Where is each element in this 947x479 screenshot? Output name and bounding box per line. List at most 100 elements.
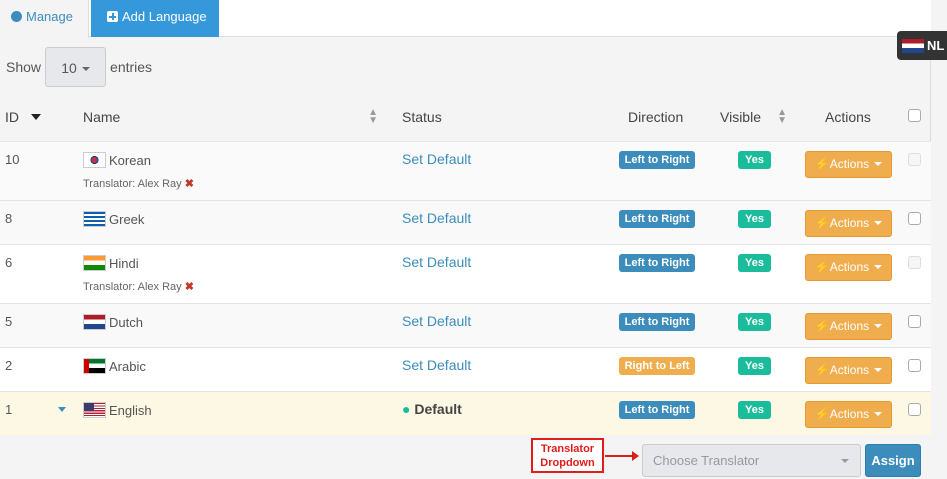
row-checkbox[interactable] <box>908 403 921 416</box>
chevron-down-icon <box>841 459 849 463</box>
remove-translator-icon[interactable]: ✖ <box>184 281 194 293</box>
sort-icon: ▲ ▼ <box>368 107 378 126</box>
direction-badge: Left to Right <box>619 210 695 228</box>
tab-manage-label: Manage <box>26 9 73 24</box>
th-actions: Actions <box>825 109 871 125</box>
row-checkbox[interactable] <box>908 359 921 372</box>
actions-label: Actions <box>829 157 870 171</box>
language-switcher[interactable]: NL <box>897 31 947 60</box>
chevron-down-icon <box>874 265 883 269</box>
translator-info: Translator: Alex Ray ✖ <box>83 177 194 190</box>
direction-badge: Left to Right <box>619 254 695 272</box>
bolt-icon: ⚡ <box>814 407 830 421</box>
row-id: 8 <box>5 211 13 226</box>
bolt-icon: ⚡ <box>814 363 830 377</box>
nl-flag-icon <box>902 39 924 53</box>
table-row: 8 Greek Set Default Left to Right Yes ⚡A… <box>0 200 931 244</box>
actions-button[interactable]: ⚡Actions <box>805 313 892 340</box>
actions-button[interactable]: ⚡Actions <box>805 151 892 178</box>
entries-select[interactable]: 10 <box>45 47 107 87</box>
th-direction: Direction <box>628 109 684 125</box>
us-flag-icon <box>83 402 106 418</box>
set-default-link[interactable]: Set Default <box>402 357 472 373</box>
default-status: ● Default <box>402 401 462 417</box>
expand-caret-icon[interactable] <box>58 407 66 412</box>
row-id: 2 <box>5 358 13 373</box>
chevron-down-icon <box>874 162 883 166</box>
row-checkbox[interactable] <box>908 212 921 225</box>
chevron-down-icon <box>874 221 883 225</box>
remove-translator-icon[interactable]: ✖ <box>184 178 194 190</box>
direction-badge: Left to Right <box>619 401 695 419</box>
select-all-checkbox[interactable] <box>908 109 921 122</box>
actions-button[interactable]: ⚡Actions <box>805 254 892 281</box>
th-id-label: ID <box>5 109 19 125</box>
language-name-text: Korean <box>109 153 151 168</box>
lang-code: NL <box>927 38 945 53</box>
actions-label: Actions <box>829 407 870 421</box>
visible-badge[interactable]: Yes <box>738 210 771 228</box>
table-header: ID Name ▲ ▼ Status Direction Visible ▲ ▼ Act… <box>0 95 931 141</box>
row-id: 5 <box>5 314 13 329</box>
bolt-icon: ⚡ <box>814 216 830 230</box>
actions-label: Actions <box>829 216 870 230</box>
language-name-text: Greek <box>109 212 145 227</box>
th-visible[interactable]: Visible ▲ ▼ <box>720 107 787 126</box>
th-name[interactable]: Name ▲ ▼ <box>83 107 378 126</box>
table-row: 1 English ● Default Left to Right Yes ⚡A… <box>0 391 931 435</box>
translator-dropdown[interactable]: Choose Translator <box>642 444 861 477</box>
chevron-down-icon <box>81 67 90 71</box>
language-name: Hindi <box>83 255 139 271</box>
row-id: 6 <box>5 255 13 270</box>
visible-badge[interactable]: Yes <box>738 401 771 419</box>
sort-icon: ▲ ▼ <box>777 107 787 126</box>
set-default-link[interactable]: Set Default <box>402 151 472 167</box>
status-text: Default <box>414 401 462 417</box>
visible-badge[interactable]: Yes <box>738 357 771 375</box>
th-id[interactable]: ID <box>5 109 41 125</box>
kr-flag-icon <box>83 152 106 168</box>
tab-bar: Manage Add Language <box>0 0 931 38</box>
visible-badge[interactable]: Yes <box>738 151 771 169</box>
translator-placeholder: Choose Translator <box>653 453 760 468</box>
actions-button[interactable]: ⚡Actions <box>805 210 892 237</box>
actions-button[interactable]: ⚡Actions <box>805 357 892 384</box>
th-status: Status <box>402 109 442 125</box>
actions-label: Actions <box>829 260 870 274</box>
assign-button[interactable]: Assign <box>865 444 921 477</box>
language-name-text: Hindi <box>109 256 139 271</box>
bolt-icon: ⚡ <box>814 260 830 274</box>
row-checkbox[interactable] <box>908 256 921 269</box>
set-default-link[interactable]: Set Default <box>402 313 472 329</box>
row-checkbox[interactable] <box>908 153 921 166</box>
set-default-link[interactable]: Set Default <box>402 254 472 270</box>
in-flag-icon <box>83 255 106 271</box>
set-default-link[interactable]: Set Default <box>402 210 472 226</box>
bolt-icon: ⚡ <box>814 319 830 333</box>
language-name-text: English <box>109 403 152 418</box>
translator-text: Translator: Alex Ray <box>83 281 182 293</box>
language-name-text: Arabic <box>109 359 146 374</box>
nl-flag-icon <box>83 314 106 330</box>
direction-badge: Left to Right <box>619 313 695 331</box>
direction-badge: Left to Right <box>619 151 695 169</box>
check-circle-icon: ● <box>402 401 411 417</box>
visible-badge[interactable]: Yes <box>738 313 771 331</box>
visible-badge[interactable]: Yes <box>738 254 771 272</box>
chevron-down-icon <box>874 368 883 372</box>
translator-info: Translator: Alex Ray ✖ <box>83 280 194 293</box>
tab-add-language[interactable]: Add Language <box>91 0 219 37</box>
tab-manage[interactable]: Manage <box>0 0 89 38</box>
table-row: 5 Dutch Set Default Left to Right Yes ⚡A… <box>0 303 931 347</box>
table-row: 6 Hindi Translator: Alex Ray ✖ Set Defau… <box>0 244 931 303</box>
language-name: English <box>83 402 152 418</box>
table-row: 10 Korean Translator: Alex Ray ✖ Set Def… <box>0 141 931 200</box>
language-name-text: Dutch <box>109 315 143 330</box>
actions-button[interactable]: ⚡Actions <box>805 401 892 428</box>
th-name-label: Name <box>83 109 121 125</box>
row-checkbox[interactable] <box>908 315 921 328</box>
entries-length: Show 10 entries <box>6 47 152 87</box>
language-name: Dutch <box>83 314 143 330</box>
row-id: 1 <box>5 402 13 417</box>
tab-add-label: Add Language <box>122 9 207 24</box>
